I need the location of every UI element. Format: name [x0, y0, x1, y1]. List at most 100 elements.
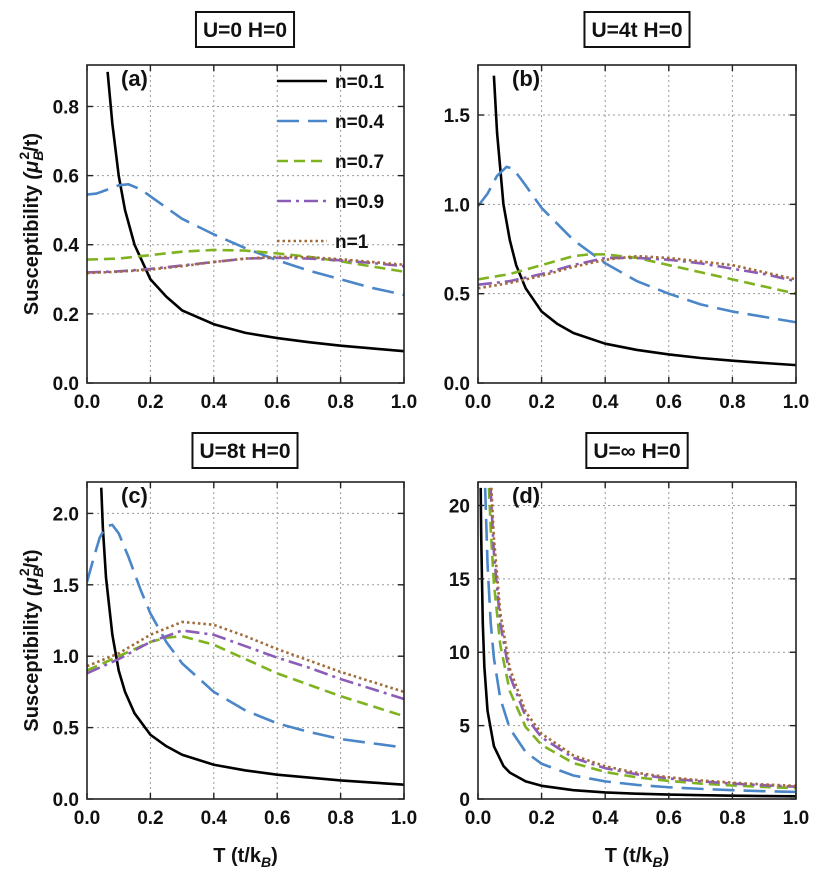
x-tick-label: 0.2	[137, 392, 163, 413]
x-tick-label: 0.4	[201, 392, 228, 413]
plot-frame	[477, 481, 797, 800]
panel-title: U=0 H=0	[203, 19, 287, 42]
legend-entry: n=0.4	[335, 112, 385, 133]
y-tick-label: 1.5	[53, 576, 80, 597]
y-tick-label: 0.5	[444, 285, 471, 306]
y-tick-label: 1.0	[53, 647, 79, 668]
legend-entry: n=0.7	[335, 152, 384, 173]
panel-0: 0.0 0.2 0.4 0.6 0.8 1.0 0.0 0.2 0.4 0.6 0.8 (a) U=0 …	[16, 11, 417, 413]
y-axis-label-close: /t)	[21, 133, 43, 152]
y-axis-label: Susceptibility (μB2/t)	[16, 549, 46, 731]
x-tick-label: 0.6	[656, 392, 682, 413]
y-tick-label: 20	[449, 496, 470, 517]
x-axis-label-main: T (t/k	[213, 845, 262, 867]
series-line-n-0.7	[487, 487, 796, 790]
y-axis-label-unit: (μ	[21, 161, 43, 180]
series-line-n-0.1	[106, 71, 404, 353]
series-line-n-0.4	[87, 523, 404, 749]
y-axis-label: Susceptibility (μB2/t)	[16, 133, 46, 315]
y-axis-label-sup: 2	[16, 152, 32, 160]
series-line-n-0.7	[87, 248, 404, 273]
y-axis-label-main: Susceptibility	[21, 596, 43, 732]
x-axis-label-main: T (t/k	[605, 845, 654, 867]
plot-frame	[86, 481, 405, 800]
x-axis-label-close: )	[271, 845, 278, 867]
y-axis-label-sub: B	[30, 567, 46, 577]
panel-1: 0.0 0.2 0.4 0.6 0.8 1.0 0.0 0.5 1.0 1.5 (b) U=4t H=…	[444, 11, 809, 413]
panel-label: (c)	[121, 483, 148, 508]
panel-title: U=8t H=0	[199, 440, 290, 463]
series-line-n-0.4	[87, 182, 404, 297]
x-tick-label: 0.2	[137, 808, 163, 829]
panel-label: (a)	[121, 66, 148, 91]
x-tick-label: 0.4	[592, 392, 619, 413]
x-tick-label: 0.2	[528, 808, 554, 829]
y-axis-label-sub: B	[30, 151, 46, 161]
legend-entry: n=1	[335, 232, 369, 253]
y-tick-label: 0.0	[53, 790, 79, 811]
y-tick-label: 0	[459, 790, 470, 811]
x-tick-label: 0.8	[719, 392, 745, 413]
y-tick-label: 0.0	[444, 374, 470, 395]
x-tick-label: 0.0	[74, 808, 100, 829]
y-tick-label: 0.8	[53, 97, 79, 118]
y-tick-label: 0.0	[53, 374, 79, 395]
y-tick-label: 0.5	[53, 719, 80, 740]
y-tick-label: 1.0	[444, 195, 470, 216]
x-tick-label: 0.8	[719, 808, 745, 829]
y-tick-label: 2.0	[53, 504, 79, 525]
y-tick-label: 0.4	[53, 236, 80, 257]
x-axis-label-sub: B	[261, 854, 271, 870]
series-line-n-0.7	[478, 253, 796, 295]
legend-entry: n=0.1	[335, 72, 385, 93]
y-axis-label-close: /t)	[21, 549, 43, 568]
legend: n=0.1 n=0.4 n=0.7 n=0.9 n=1	[277, 72, 385, 253]
x-tick-label: 1.0	[391, 808, 417, 829]
x-axis-label: T (t/kB)	[213, 845, 278, 870]
series-line-n-0.9	[87, 629, 404, 701]
x-tick-label: 0.4	[592, 808, 619, 829]
x-tick-label: 0.6	[264, 392, 290, 413]
y-tick-label: 0.2	[53, 305, 79, 326]
x-tick-label: 1.0	[783, 392, 809, 413]
y-tick-label: 15	[449, 570, 471, 591]
x-tick-label: 0.0	[465, 392, 491, 413]
x-tick-label: 0.8	[327, 392, 353, 413]
series-group	[87, 71, 404, 353]
series-line-n-0.4	[483, 487, 796, 794]
series-group	[478, 75, 796, 367]
series-line-n-0.1	[479, 487, 796, 798]
y-tick-label: 1.5	[444, 106, 471, 127]
x-tick-label: 0.0	[465, 808, 491, 829]
series-line-n-1	[490, 487, 796, 788]
x-tick-label: 0.6	[656, 808, 682, 829]
series-line-n-0.9	[478, 256, 796, 287]
panel-title-box	[194, 11, 296, 48]
y-axis-label-unit: (μ	[21, 577, 43, 596]
y-tick-label: 10	[449, 643, 470, 664]
series-group	[479, 487, 796, 798]
legend-entry: n=0.9	[335, 192, 384, 213]
panel-title: U=4t H=0	[591, 19, 682, 42]
y-tick-label: 5	[459, 717, 470, 738]
series-group	[87, 487, 404, 787]
series-line-n-1	[87, 255, 404, 275]
y-tick-label: 0.6	[53, 167, 79, 188]
panel-2: 0.0 0.2 0.4 0.6 0.8 1.0 0.0 0.5 1.0 1.5 2.0 (c) U=8t…	[16, 432, 417, 870]
panel-title: U=∞ H=0	[593, 440, 680, 463]
plot-frame	[86, 64, 405, 384]
series-line-n-1	[87, 620, 404, 694]
panel-label: (b)	[512, 66, 540, 91]
x-axis-label: T (t/kB)	[605, 845, 670, 870]
panel-title-box	[583, 11, 691, 48]
x-axis-label-sub: B	[652, 854, 662, 870]
x-tick-label: 0.8	[327, 808, 353, 829]
series-line-n-0.4	[478, 165, 796, 324]
series-line-n-0.1	[99, 487, 404, 787]
series-line-n-0.1	[492, 75, 796, 367]
y-axis-label-main: Susceptibility	[21, 179, 43, 315]
series-line-n-0.7	[87, 634, 404, 718]
series-line-n-0.9	[489, 487, 796, 788]
y-axis-label-sup: 2	[16, 568, 32, 576]
